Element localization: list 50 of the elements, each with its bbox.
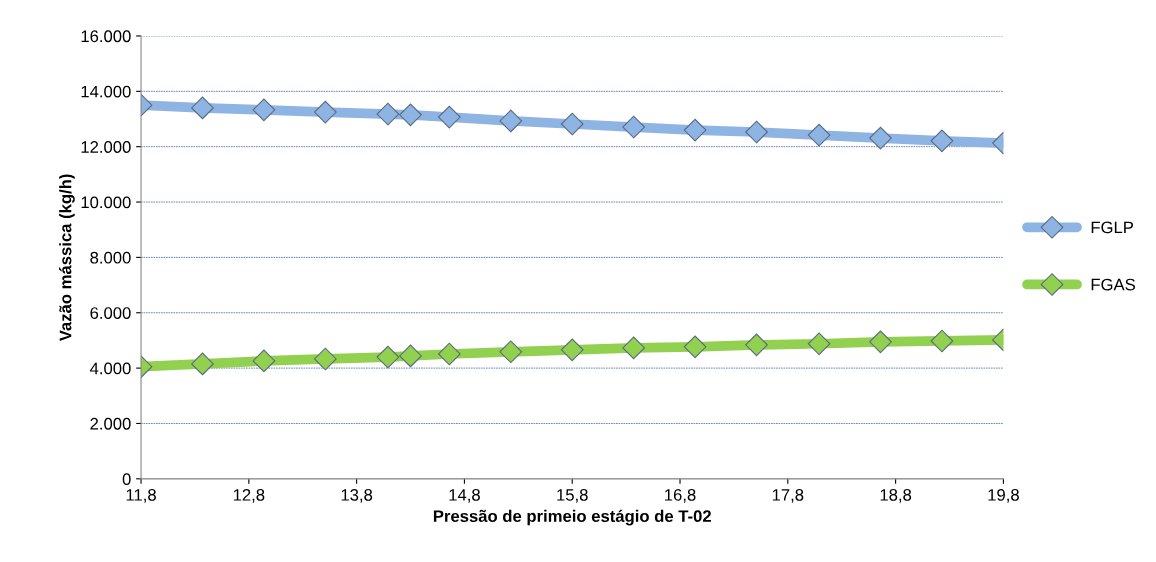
- point: [622, 115, 646, 139]
- point: [745, 120, 768, 144]
- x-tick-label: 11,8: [126, 488, 156, 503]
- y-tick-label: 8.000: [90, 251, 131, 264]
- y-tick-label: 6.000: [90, 307, 131, 319]
- point: [560, 112, 584, 136]
- point: [930, 329, 954, 353]
- y-axis-title: Vazão mássica (kg/h): [59, 174, 75, 342]
- x-tick-label: 18,8: [880, 488, 912, 503]
- y-tick-label: 0: [122, 473, 131, 486]
- point: [807, 123, 831, 147]
- point: [376, 102, 400, 126]
- point: [437, 342, 461, 366]
- point: [683, 118, 707, 142]
- y-tick-label: 2.000: [90, 417, 131, 430]
- x-tick-label: 13,8: [341, 488, 373, 503]
- x-tick-label: 19,8: [988, 488, 1019, 503]
- y-tick-label: 12.000: [81, 141, 131, 153]
- x-tick-label: 17,8: [772, 488, 804, 503]
- point: [191, 96, 214, 120]
- point: [314, 100, 337, 124]
- point: [869, 330, 892, 354]
- point: [191, 352, 214, 376]
- x-tick-label: 15,8: [557, 488, 588, 503]
- x-tick-label: 12,8: [233, 488, 265, 503]
- point: [745, 333, 768, 357]
- legend-label: FGLP: [1091, 221, 1134, 234]
- point: [622, 336, 646, 360]
- point: [930, 129, 954, 153]
- point: [437, 105, 461, 129]
- point: [499, 109, 523, 133]
- y-tick-label: 10.000: [81, 196, 131, 209]
- x-tick-label: 14,8: [449, 488, 480, 503]
- x-tick-label: 16,8: [665, 488, 696, 503]
- point: [314, 347, 337, 371]
- x-axis-title: Pressão de primeio estágio de T-02: [433, 509, 711, 526]
- point: [252, 98, 276, 122]
- point: [252, 349, 276, 373]
- point: [869, 126, 892, 150]
- point: [399, 344, 422, 368]
- y-tick-label: 16.000: [81, 30, 131, 43]
- point: [683, 335, 707, 359]
- point: [499, 340, 523, 364]
- point: [399, 103, 422, 127]
- legend-label: FGAS: [1091, 278, 1135, 291]
- y-tick-label: 14.000: [81, 85, 131, 98]
- point: [807, 332, 831, 356]
- point: [560, 338, 584, 362]
- y-tick-label: 4.000: [89, 362, 131, 375]
- point: [376, 345, 400, 369]
